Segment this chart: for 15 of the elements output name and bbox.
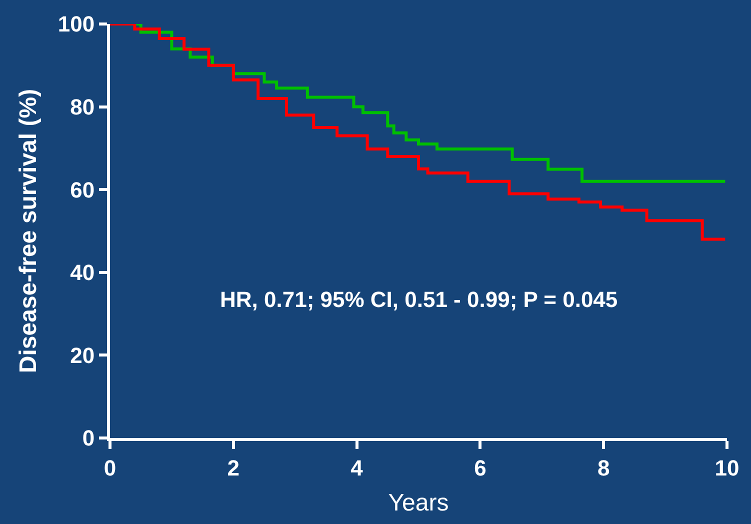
- y-tick-label: 100: [58, 12, 95, 37]
- y-tick-label: 40: [70, 260, 95, 286]
- x-tick-label: 0: [104, 455, 116, 480]
- y-tick-label: 60: [70, 177, 95, 202]
- x-tick-label: 2: [227, 455, 240, 480]
- y-tick-label: 20: [70, 342, 95, 368]
- x-tick-label: 10: [714, 455, 740, 480]
- x-axis-title: Years: [388, 490, 449, 517]
- x-tick-label: 4: [350, 455, 364, 480]
- y-tick-label: 80: [70, 94, 95, 120]
- x-tick-label: 8: [597, 455, 610, 480]
- y-axis-title: Disease-free survival (%): [14, 88, 42, 374]
- x-tick-label: 6: [474, 455, 486, 480]
- y-tick-label: 0: [82, 426, 95, 451]
- annotation: HR, 0.71; 95% CI, 0.51 - 0.99; P = 0.045: [220, 287, 618, 312]
